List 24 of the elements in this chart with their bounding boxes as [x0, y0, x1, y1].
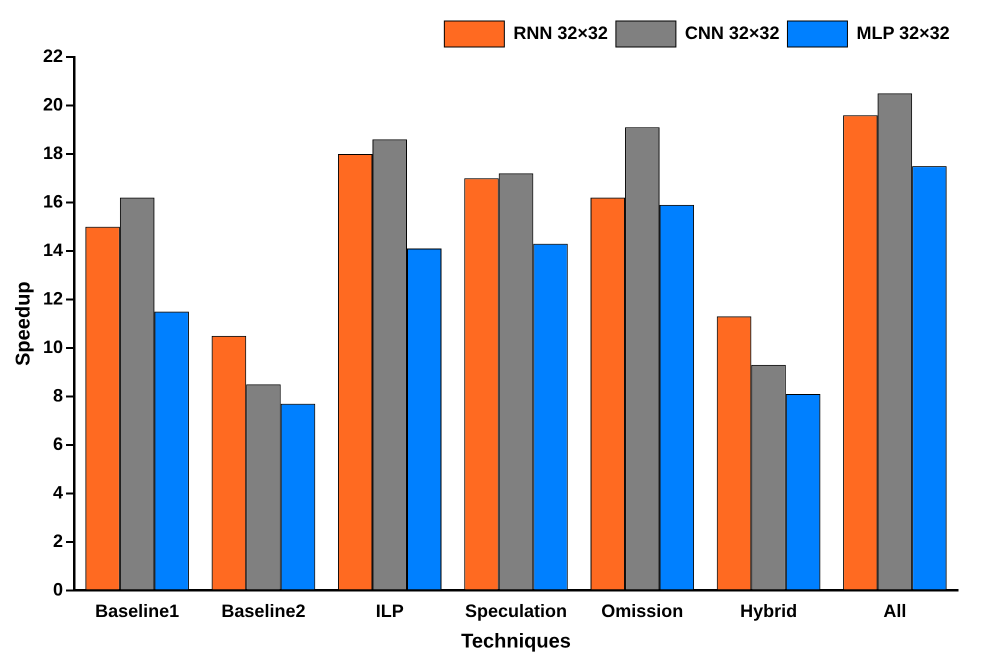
y-tick-label: 2: [53, 530, 64, 551]
legend-label: RNN 32×32: [513, 22, 608, 43]
x-tick-label: Omission: [601, 601, 684, 622]
x-tick-label: Baseline1: [95, 601, 180, 622]
y-axis-title: Speedup: [12, 281, 35, 366]
y-tick-label: 4: [53, 482, 64, 502]
legend-label: MLP 32×32: [856, 22, 950, 43]
x-tick-label: All: [883, 601, 906, 622]
y-tick-label: 10: [42, 336, 64, 357]
x-tick-label: Speculation: [465, 601, 568, 622]
y-tick-label: 14: [42, 240, 64, 260]
y-tick-label: 16: [42, 191, 64, 212]
y-tick-label: 12: [42, 288, 64, 308]
x-tick-label: Baseline2: [221, 601, 306, 622]
y-tick-label: 0: [53, 579, 64, 600]
x-tick-label: Hybrid: [740, 601, 798, 622]
y-tick-label: 20: [42, 94, 64, 114]
x-tick-label: ILP: [376, 601, 404, 622]
legend-label: CNN 32×32: [684, 22, 780, 43]
y-tick-label: 8: [53, 385, 64, 406]
y-tick-label: 18: [42, 142, 64, 163]
y-tick-label: 6: [53, 434, 64, 454]
y-tick-label: 22: [42, 46, 64, 66]
x-axis-title: Techniques: [461, 630, 571, 653]
